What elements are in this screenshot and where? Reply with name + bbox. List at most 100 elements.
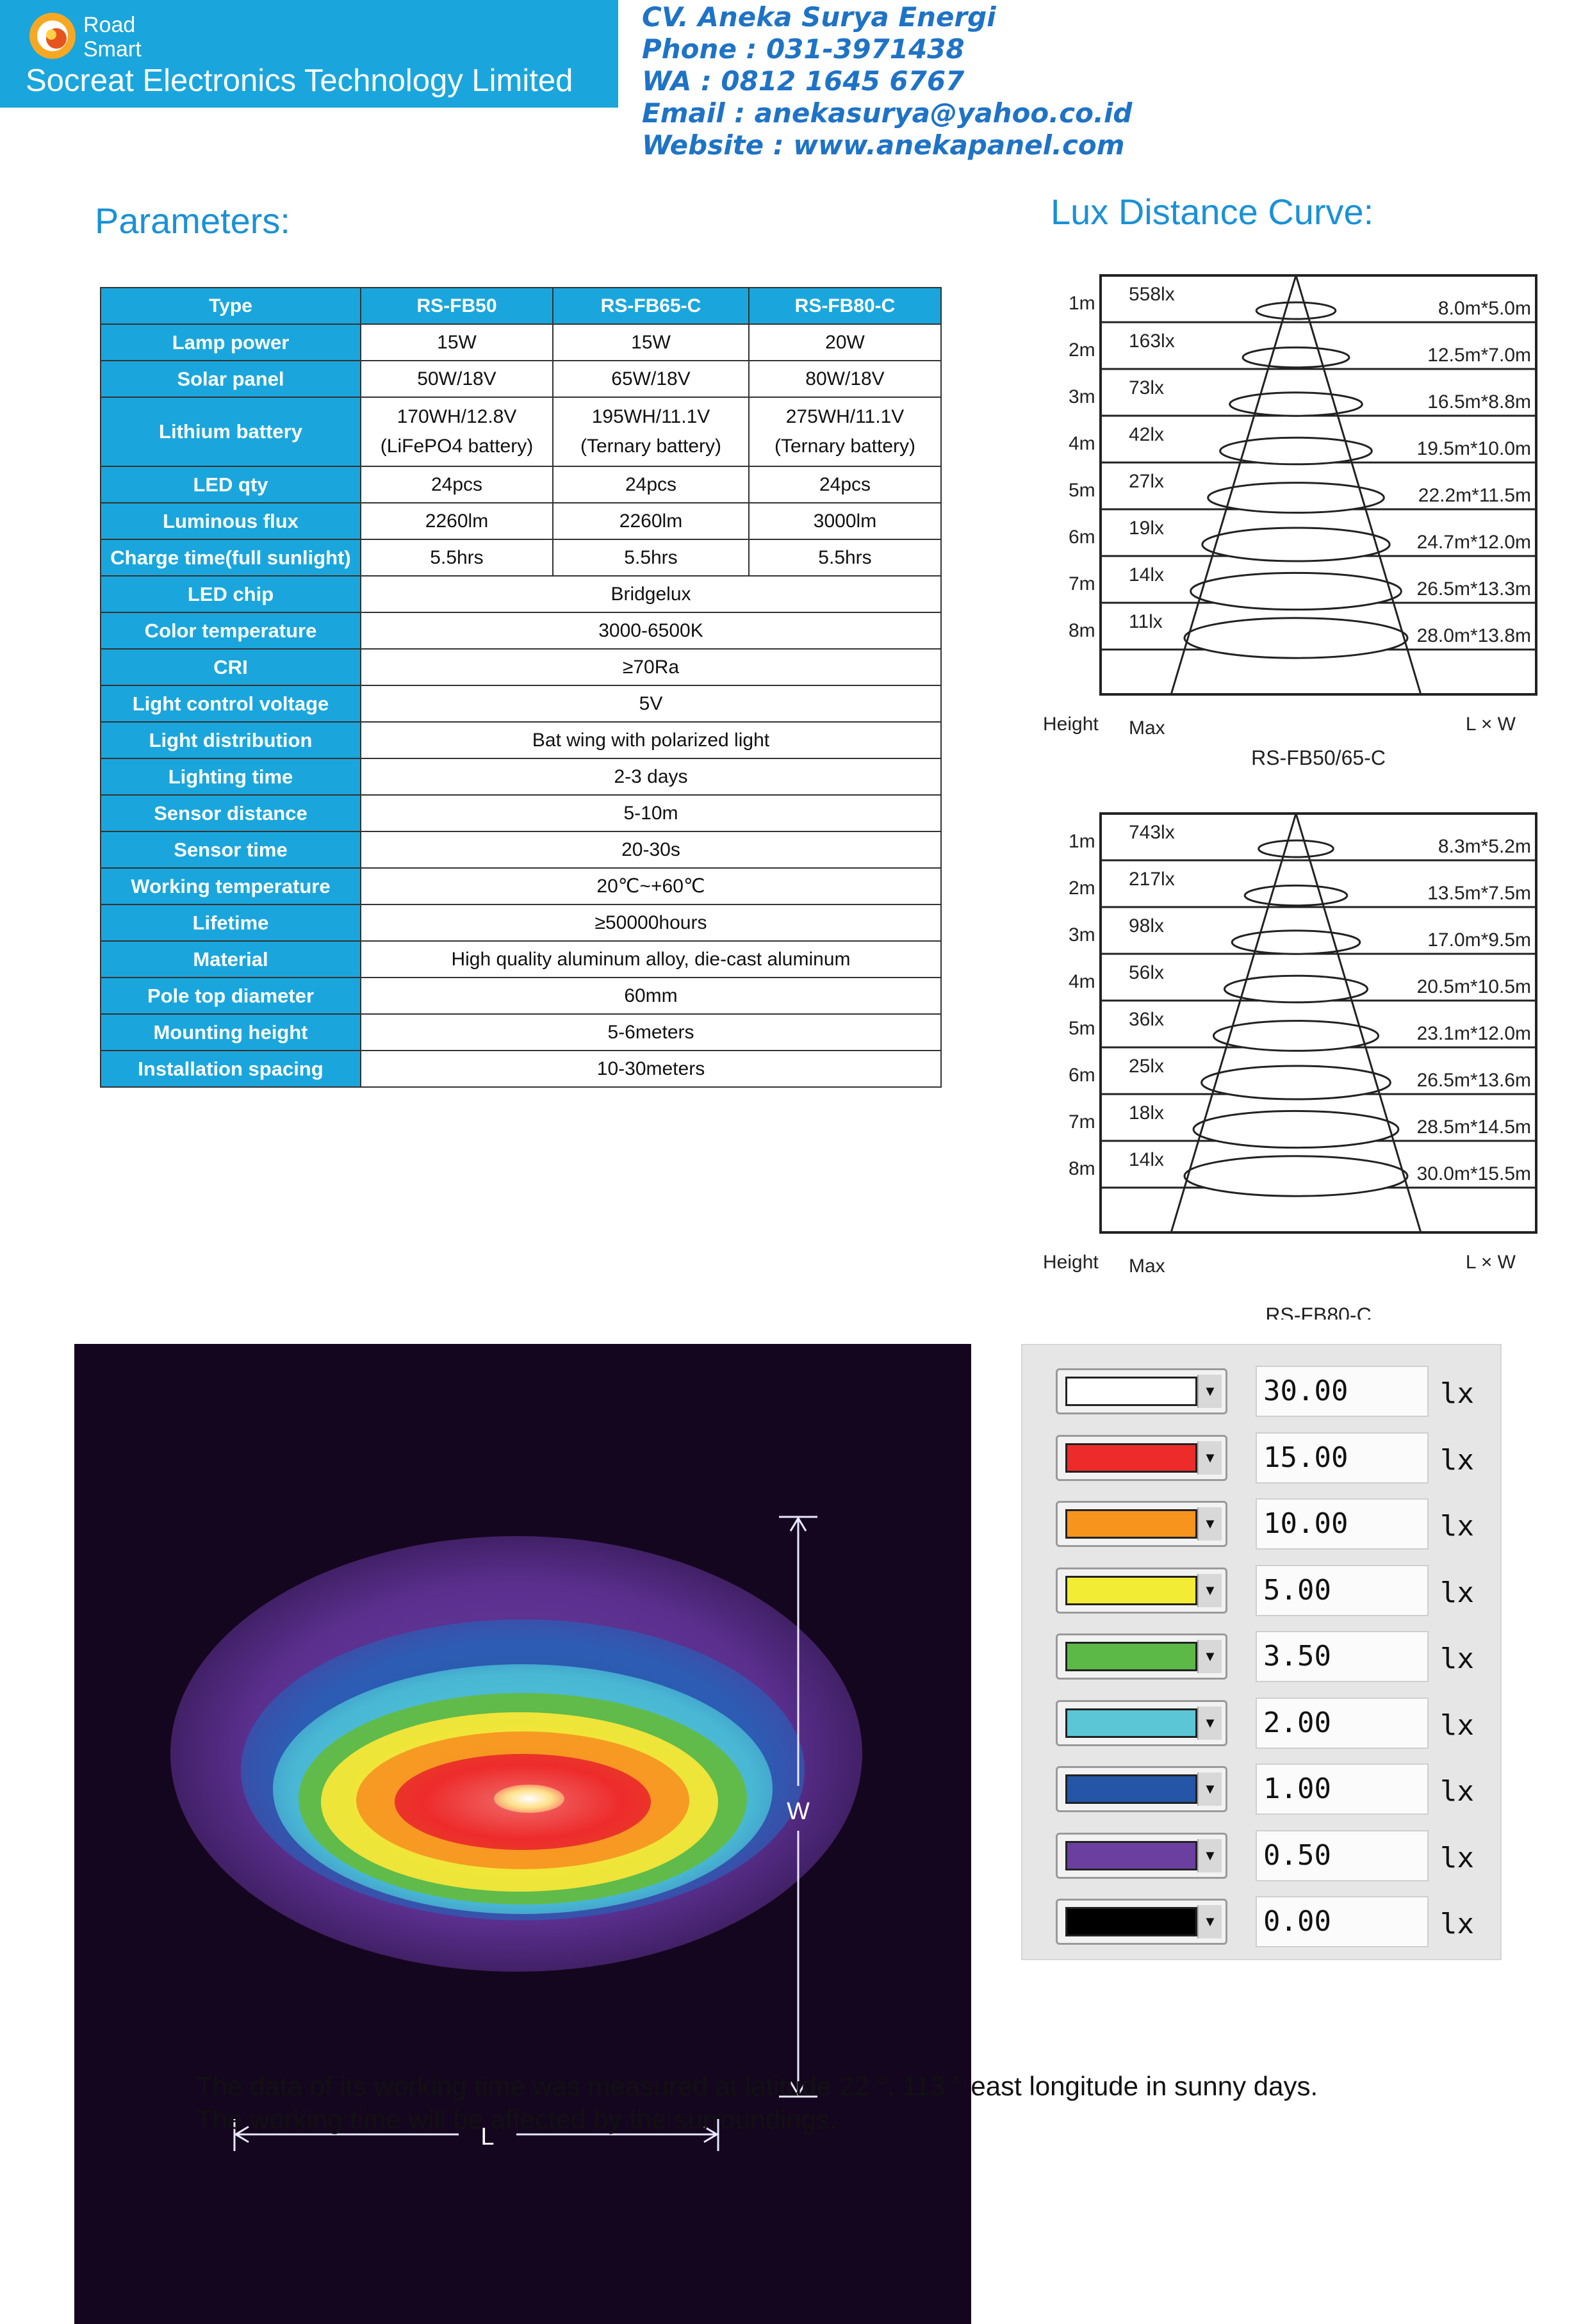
value-text: 24pcs (819, 473, 871, 495)
dropdown-arrow-icon[interactable]: ▼ (1197, 1706, 1222, 1740)
legend-row: ▼ 2.00 lx (1056, 1695, 1479, 1751)
threshold-input[interactable]: 2.00 (1256, 1697, 1429, 1749)
header-type: Type (100, 287, 361, 325)
brand-line-2: Smart (83, 37, 142, 61)
legend-row: ▼ 0.00 lx (1056, 1894, 1479, 1950)
row-label: Lamp power (100, 323, 361, 361)
color-swatch (1065, 1907, 1197, 1936)
color-select[interactable]: ▼ (1056, 1368, 1227, 1414)
row-label: Lighting time (100, 758, 361, 796)
threshold-input[interactable]: 0.00 (1256, 1896, 1429, 1947)
brand-banner: Road Smart Socreat Electronics Technolog… (0, 0, 618, 108)
color-swatch (1065, 1377, 1197, 1406)
color-select[interactable]: ▼ (1056, 1899, 1227, 1945)
row-value: 20W (748, 323, 942, 361)
row-value: 24pcs (552, 466, 750, 503)
height-label: 1m (1069, 293, 1095, 314)
value-text: 195WH/11.1V (591, 406, 710, 427)
beam-edge-right (1295, 275, 1422, 695)
threshold-input[interactable]: 15.00 (1256, 1432, 1429, 1484)
row-label: LED qty (100, 466, 361, 503)
row-label: Luminous flux (100, 502, 361, 540)
height-label: 6m (1069, 527, 1095, 548)
area-size: 16.5m*8.8m (1427, 391, 1531, 413)
area-size: 17.0m*9.5m (1427, 929, 1531, 951)
lux-value: 19lx (1129, 518, 1164, 539)
unit-label: lx (1440, 1576, 1474, 1609)
table-row: Light control voltage 5V (100, 685, 942, 723)
row-value-shared: Bat wing with polarized light (360, 721, 942, 759)
dropdown-arrow-icon[interactable]: ▼ (1197, 1772, 1222, 1806)
value-text: 15W (437, 331, 477, 353)
dropdown-arrow-icon[interactable]: ▼ (1197, 1507, 1222, 1541)
table-row: Color temperature 3000-6500K (100, 612, 942, 650)
heatmap-width-label: W (787, 1798, 810, 1825)
table-row: Installation spacing 10-30meters (100, 1050, 942, 1088)
color-select[interactable]: ▼ (1056, 1832, 1227, 1879)
area-size: 13.5m*7.5m (1427, 883, 1531, 904)
beam-ellipse (1190, 571, 1402, 611)
color-select[interactable]: ▼ (1056, 1633, 1227, 1680)
dropdown-arrow-icon[interactable]: ▼ (1197, 1838, 1222, 1872)
dropdown-arrow-icon[interactable]: ▼ (1197, 1375, 1222, 1408)
row-value: 80W/18V (748, 360, 942, 398)
max-axis-label: Max (1129, 717, 1165, 739)
value-text: 50W/18V (417, 368, 496, 389)
row-value-shared: 10-30meters (360, 1050, 942, 1088)
dropdown-arrow-icon[interactable]: ▼ (1197, 1573, 1222, 1607)
row-label: Lifetime (100, 904, 361, 942)
lux-value: 36lx (1129, 1009, 1164, 1030)
row-label: Working temperature (100, 867, 361, 905)
value-text: 2260lm (425, 510, 489, 532)
lux-value: 163lx (1129, 331, 1175, 352)
row-value: 5.5hrs (360, 539, 553, 577)
beam-ellipse (1212, 1020, 1380, 1052)
beam-ellipse (1229, 391, 1363, 417)
value-text: 170WH/12.8V (397, 406, 517, 427)
area-size: 8.3m*5.2m (1438, 836, 1531, 857)
lux-value: 743lx (1129, 822, 1175, 843)
heatmap-length-label: L (480, 2124, 494, 2150)
height-label: 2m (1069, 340, 1095, 361)
footnote: The data of its working time was measure… (196, 2070, 1318, 2136)
dropdown-arrow-icon[interactable]: ▼ (1197, 1640, 1222, 1673)
color-select[interactable]: ▼ (1056, 1501, 1227, 1547)
lux-value: 42lx (1129, 424, 1164, 445)
threshold-input[interactable]: 1.00 (1256, 1763, 1429, 1815)
row-label: Light control voltage (100, 685, 361, 723)
height-label: 5m (1069, 480, 1095, 501)
legend-row: ▼ 3.50 lx (1056, 1628, 1479, 1685)
table-row: Working temperature 20℃~+60℃ (100, 867, 942, 905)
threshold-input[interactable]: 30.00 (1256, 1366, 1429, 1417)
threshold-input[interactable]: 10.00 (1256, 1498, 1429, 1550)
unit-label: lx (1440, 1377, 1474, 1410)
beam-edge-left (1170, 813, 1297, 1233)
beam-ellipse (1255, 301, 1337, 320)
dropdown-arrow-icon[interactable]: ▼ (1197, 1441, 1222, 1475)
row-value: 65W/18V (552, 360, 750, 398)
threshold-input[interactable]: 0.50 (1256, 1829, 1429, 1881)
lux-value: 27lx (1129, 471, 1164, 492)
lux-value: 56lx (1129, 962, 1164, 983)
row-label: CRI (100, 648, 361, 686)
row-label: Pole top diameter (100, 977, 361, 1015)
threshold-input[interactable]: 5.00 (1256, 1564, 1429, 1616)
threshold-input[interactable]: 3.50 (1256, 1631, 1429, 1682)
color-select[interactable]: ▼ (1056, 1766, 1227, 1812)
illuminance-legend: ▼ 30.00 lx ▼ 15.00 lx ▼ 10.00 lx ▼ 5.00 lx ▼ 3.50 lx ▼ 2… (1021, 1344, 1502, 1960)
color-select[interactable]: ▼ (1056, 1699, 1227, 1746)
color-select[interactable]: ▼ (1056, 1434, 1227, 1481)
unit-label: lx (1440, 1708, 1474, 1742)
height-label: 7m (1069, 573, 1095, 594)
beam-ellipse (1183, 1155, 1409, 1197)
color-swatch (1065, 1708, 1197, 1738)
row-label: Sensor time (100, 831, 361, 869)
value-subtext: (Ternary battery) (580, 436, 722, 457)
color-swatch (1065, 1443, 1197, 1473)
area-size: 24.7m*12.0m (1417, 532, 1531, 553)
color-select[interactable]: ▼ (1056, 1567, 1227, 1614)
table-row: Lithium battery 170WH/12.8V (LiFePO4 batte… (100, 397, 942, 467)
dropdown-arrow-icon[interactable]: ▼ (1197, 1905, 1222, 1938)
unit-label: lx (1440, 1841, 1474, 1874)
lux-value: 25lx (1129, 1056, 1164, 1077)
